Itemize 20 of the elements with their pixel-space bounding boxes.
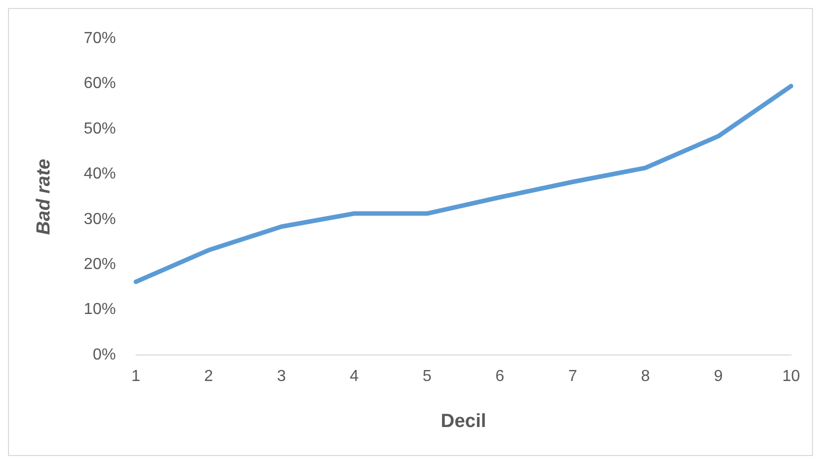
y-tick-label: 40%: [84, 166, 116, 183]
x-tick-label: 1: [131, 368, 140, 386]
x-tick-label: 2: [204, 368, 214, 386]
x-tick-label: 5: [422, 368, 432, 386]
x-tick-label: 9: [714, 368, 723, 386]
x-tick-label: 3: [276, 368, 286, 386]
y-tick-label: 0%: [92, 346, 116, 364]
x-tick-label: 10: [782, 368, 800, 386]
x-tick-label: 7: [568, 368, 578, 386]
y-axis-title: Bad rate: [34, 158, 55, 235]
x-axis-title: Decil: [440, 410, 486, 432]
y-tick-label: 50%: [84, 120, 116, 138]
y-tick-label: 10%: [84, 301, 116, 318]
y-tick-label: 60%: [84, 75, 116, 92]
x-tick-label: 4: [350, 368, 359, 386]
x-tick-label: 6: [495, 368, 504, 386]
y-tick-label: 70%: [84, 30, 116, 48]
x-tick-label: 8: [641, 368, 650, 386]
y-tick-label: 30%: [84, 210, 116, 228]
y-tick-label: 20%: [84, 256, 116, 274]
